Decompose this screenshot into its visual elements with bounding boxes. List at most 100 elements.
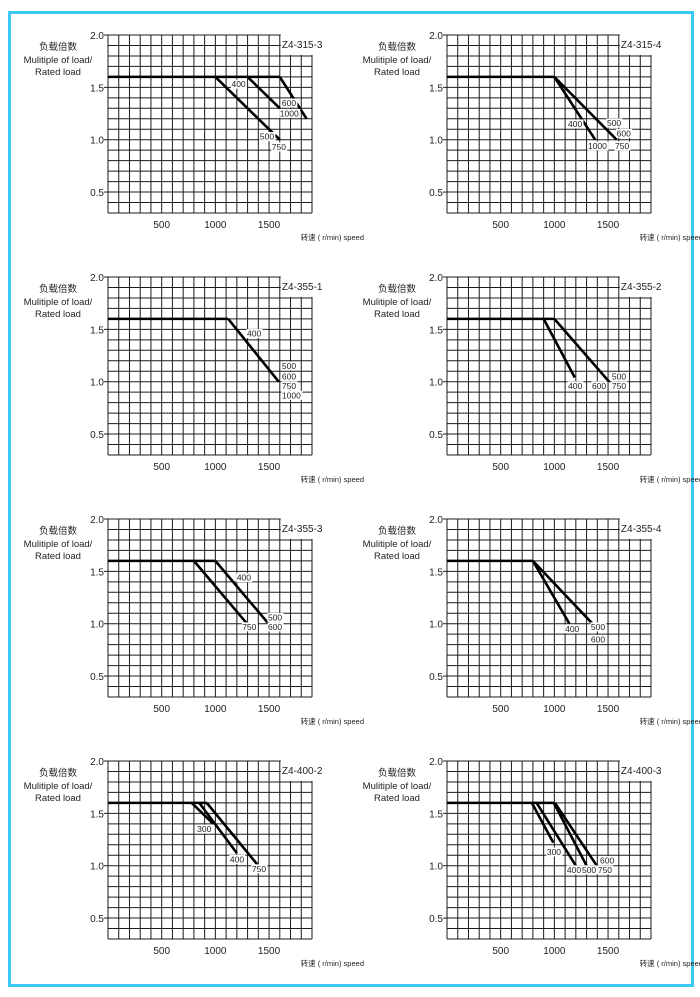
derating-line-b <box>214 560 270 625</box>
x-axis-label: 转速 ( r/min) speed <box>640 958 700 968</box>
speed-annotation: 400 <box>568 381 582 391</box>
y-tick-label: 0.5 <box>90 914 104 925</box>
y-tick-label: 1.0 <box>429 378 443 389</box>
grid <box>107 760 313 940</box>
x-tick-label: 1500 <box>258 220 281 231</box>
y-tick-label: 2.0 <box>90 31 104 42</box>
y-tick-label: 1.5 <box>429 567 443 578</box>
y-tick-label: 1.0 <box>90 378 104 389</box>
derating-line-c <box>205 802 260 867</box>
speed-annotation: 600 <box>268 622 282 632</box>
speed-annotation: 600 <box>617 128 631 138</box>
derating-line-b <box>553 318 611 383</box>
speed-annotation: 600 <box>600 855 614 865</box>
y-axis-label-cn: 负载倍数 <box>39 283 78 295</box>
annotation-bg <box>230 79 247 89</box>
x-tick-label: 500 <box>153 220 170 231</box>
y-axis-label-en2: Rated load <box>35 67 81 78</box>
derating-line-a <box>190 801 215 825</box>
speed-annotation: 400 <box>230 854 244 864</box>
y-axis-label-en2: Rated load <box>35 793 81 804</box>
y-tick-label: 1.0 <box>90 620 104 631</box>
x-tick-label: 1000 <box>543 220 566 231</box>
x-tick-label: 1000 <box>204 704 227 715</box>
y-axis-label-cn: 负载倍数 <box>378 283 417 295</box>
load-chart-z4-355-1: Z4-355-1 2.0 1.5 1.0 0.5 500 1000 1500 负载倍数 Mulit… <box>24 273 364 484</box>
title-box <box>280 760 343 781</box>
y-axis-label-cn: 负载倍数 <box>39 525 78 537</box>
y-axis-label-cn: 负载倍数 <box>39 41 78 53</box>
derating-line-a <box>542 318 576 379</box>
y-axis-label-en: Mulitiple of load/ <box>24 55 93 66</box>
speed-annotation: 500 <box>282 361 296 371</box>
annotation-bg <box>251 864 268 874</box>
speed-annotation: 600 <box>592 381 606 391</box>
annotation-bg <box>281 361 298 371</box>
y-axis-label-en: Mulitiple of load/ <box>24 781 93 792</box>
x-tick-label: 500 <box>492 220 509 231</box>
derating-line-b <box>198 802 238 854</box>
annotation-bg <box>590 622 607 632</box>
speed-annotation: 600 <box>282 98 296 108</box>
derating-line-b <box>246 75 281 110</box>
y-axis-label-cn: 负载倍数 <box>378 41 417 53</box>
annotation-bg <box>259 132 276 142</box>
annotation-bg <box>606 118 623 128</box>
y-axis-label-en: Mulitiple of load/ <box>363 55 432 66</box>
y-axis-label-en2: Rated load <box>35 551 81 562</box>
y-axis-label-en2: Rated load <box>35 309 81 320</box>
y-tick-label: 1.0 <box>429 620 443 631</box>
speed-annotation: 400 <box>568 119 582 129</box>
annotation-bg <box>281 371 298 381</box>
x-axis-label: 转速 ( r/min) speed <box>301 474 364 484</box>
speed-annotation: 1000 <box>280 109 299 119</box>
y-axis-label-en2: Rated load <box>374 793 420 804</box>
derating-line-a <box>553 76 597 141</box>
chart-title: Z4-355-4 <box>621 524 662 535</box>
title-box <box>280 34 343 55</box>
y-axis-label-en2: Rated load <box>374 551 420 562</box>
speed-annotation: 300 <box>547 847 561 857</box>
y-tick-label: 1.5 <box>429 809 443 820</box>
y-tick-label: 2.0 <box>90 273 104 284</box>
annotation-bg <box>564 624 581 634</box>
annotation-bg <box>267 622 284 632</box>
y-tick-label: 0.5 <box>429 188 443 199</box>
speed-annotation: 400 <box>567 865 581 875</box>
x-axis-label: 转速 ( r/min) speed <box>640 716 700 726</box>
annotation-bg <box>614 141 631 151</box>
x-tick-label: 1000 <box>543 704 566 715</box>
y-axis-label-cn: 负载倍数 <box>39 767 78 779</box>
speed-annotation: 750 <box>612 381 626 391</box>
annotation-bg <box>581 865 598 875</box>
speed-annotation: 1000 <box>282 390 301 400</box>
x-tick-label: 500 <box>153 946 170 957</box>
x-tick-label: 500 <box>492 946 509 957</box>
grid <box>446 518 652 698</box>
title-box <box>619 34 682 55</box>
annotation-bg <box>267 612 284 622</box>
title-box <box>619 518 682 539</box>
y-axis-label-en: Mulitiple of load/ <box>363 781 432 792</box>
annotation-bg <box>591 381 608 391</box>
grid <box>446 34 652 214</box>
derating-line-a <box>192 560 249 625</box>
annotation-bg <box>229 854 246 864</box>
load-chart-z4-355-3: Z4-355-3 2.0 1.5 1.0 0.5 500 1000 1500 负载倍数 Mulit… <box>24 515 364 726</box>
y-axis-label-en: Mulitiple of load/ <box>363 297 432 308</box>
y-tick-label: 0.5 <box>90 430 104 441</box>
speed-annotation: 1000 <box>588 141 607 151</box>
y-axis-label-en: Mulitiple of load/ <box>24 297 93 308</box>
x-tick-label: 1000 <box>204 946 227 957</box>
load-chart-z4-400-2: Z4-400-2 2.0 1.5 1.0 0.5 500 1000 1500 负载倍数 Mulit… <box>24 757 364 968</box>
x-tick-label: 1500 <box>597 220 620 231</box>
y-tick-label: 1.5 <box>90 325 104 336</box>
annotation-bg <box>279 109 301 119</box>
annotation-bg <box>281 381 298 391</box>
x-tick-label: 500 <box>153 704 170 715</box>
y-tick-label: 0.5 <box>429 914 443 925</box>
y-tick-label: 1.0 <box>90 136 104 147</box>
speed-annotation: 750 <box>272 142 286 152</box>
y-tick-label: 1.0 <box>429 136 443 147</box>
speed-annotation: 500 <box>591 622 605 632</box>
